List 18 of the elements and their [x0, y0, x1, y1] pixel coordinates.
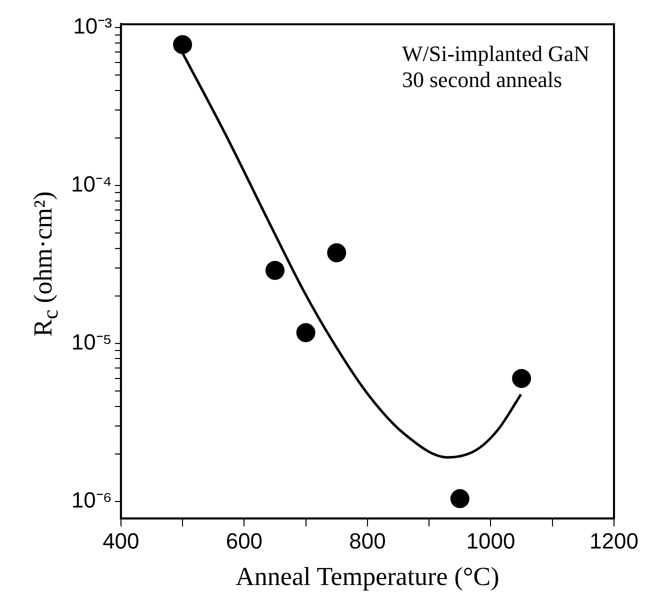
- x-tick-label: 400: [102, 528, 140, 554]
- annotation: 30 second anneals: [402, 66, 562, 92]
- point: [296, 323, 316, 342]
- y-tick-label: 10⁻³: [73, 14, 112, 39]
- point: [450, 489, 470, 508]
- annotation: W/Si-implanted GaN: [402, 40, 590, 66]
- x-tick-label: 1000: [466, 528, 516, 554]
- point: [512, 368, 532, 388]
- x-tick-label: 800: [349, 528, 386, 554]
- point: [173, 35, 192, 54]
- y-tick-label: 10⁻⁴: [70, 172, 112, 197]
- y-tick-label: 10⁻⁶: [71, 487, 112, 512]
- x-tick-label: 1200: [590, 528, 638, 554]
- x-tick-label: 600: [226, 528, 263, 554]
- y-tick-label: 10⁻⁵: [71, 329, 112, 354]
- point: [327, 243, 346, 262]
- point: [266, 260, 285, 280]
- x-axis-title: Anneal Temperature (°C): [236, 562, 500, 592]
